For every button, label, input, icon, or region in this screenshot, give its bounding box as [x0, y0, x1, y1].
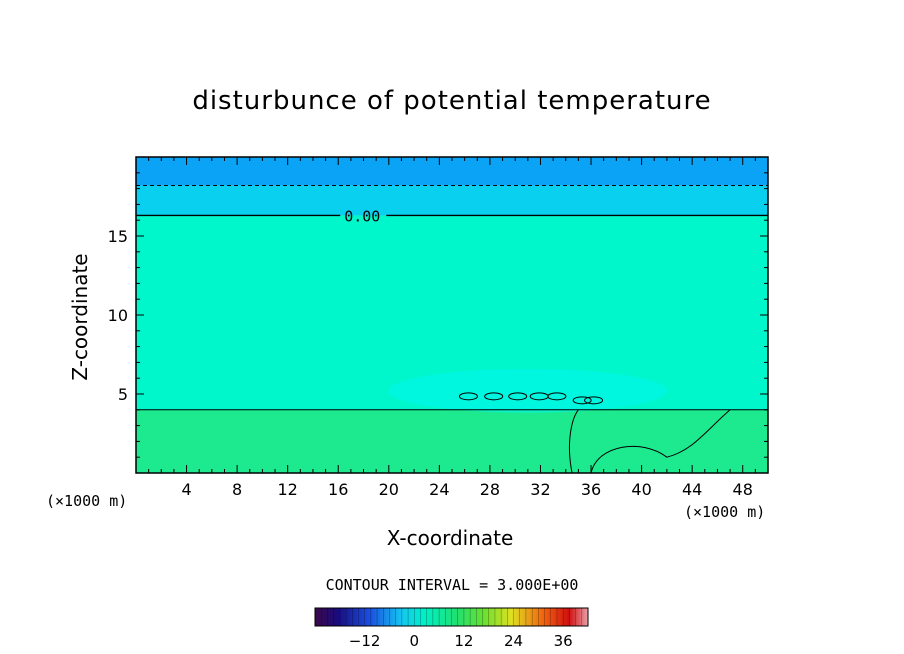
contour-surface — [590, 409, 731, 474]
x-tick-label: 28 — [480, 480, 500, 499]
x-tick-label: 8 — [232, 480, 242, 499]
colorbar-tick-label: 24 — [504, 632, 523, 650]
contour-cell-4 — [547, 392, 567, 401]
colorbar-tick-label: 0 — [409, 632, 419, 650]
warm-anomaly — [388, 368, 667, 413]
x-tick-label: 4 — [181, 480, 191, 499]
colorbar: −12 0 12 24 36 — [314, 607, 589, 650]
y-tick-label: 10 — [108, 306, 128, 325]
x-unit-label-left: (×1000 m) — [46, 492, 128, 510]
x-tick-label: 24 — [429, 480, 449, 499]
x-tick-label: 48 — [733, 480, 753, 499]
plot-area: 0.00 — [136, 157, 768, 474]
y-tick-label: 15 — [108, 227, 128, 246]
band-0 — [136, 157, 768, 186]
contour-cell-1 — [484, 392, 504, 401]
x-tick-label: 16 — [328, 480, 348, 499]
contour-cell-6 — [584, 396, 604, 405]
x-tick-label: 32 — [530, 480, 550, 499]
contour-cell-2 — [508, 392, 528, 401]
colorbar-tick-label: −12 — [349, 632, 381, 650]
x-tick-label: 20 — [379, 480, 399, 499]
contour-vertical — [569, 409, 579, 474]
band-1 — [136, 185, 768, 216]
contour-cell-5 — [572, 396, 592, 405]
colorbar-tick-label: 12 — [454, 632, 473, 650]
contour-label: 0.00 — [344, 207, 380, 225]
x-unit-label-right: (×1000 m) — [684, 503, 766, 521]
x-tick-label: 12 — [278, 480, 298, 499]
contour-interval-text: CONTOUR INTERVAL = 3.000E+00 — [325, 576, 579, 594]
colorbar-tick-label: 36 — [554, 632, 573, 650]
x-tick-label: 44 — [682, 480, 702, 499]
y-axis-label: Z-coordinate — [68, 253, 92, 381]
y-tick-label: 5 — [118, 385, 128, 404]
band-3 — [136, 409, 768, 473]
chart-title: disturbunce of potential temperature — [192, 86, 712, 116]
contour-cell-0 — [458, 392, 478, 401]
x-tick-label: 40 — [631, 480, 651, 499]
x-tick-label: 36 — [581, 480, 601, 499]
x-axis-label: X-coordinate — [386, 526, 514, 550]
